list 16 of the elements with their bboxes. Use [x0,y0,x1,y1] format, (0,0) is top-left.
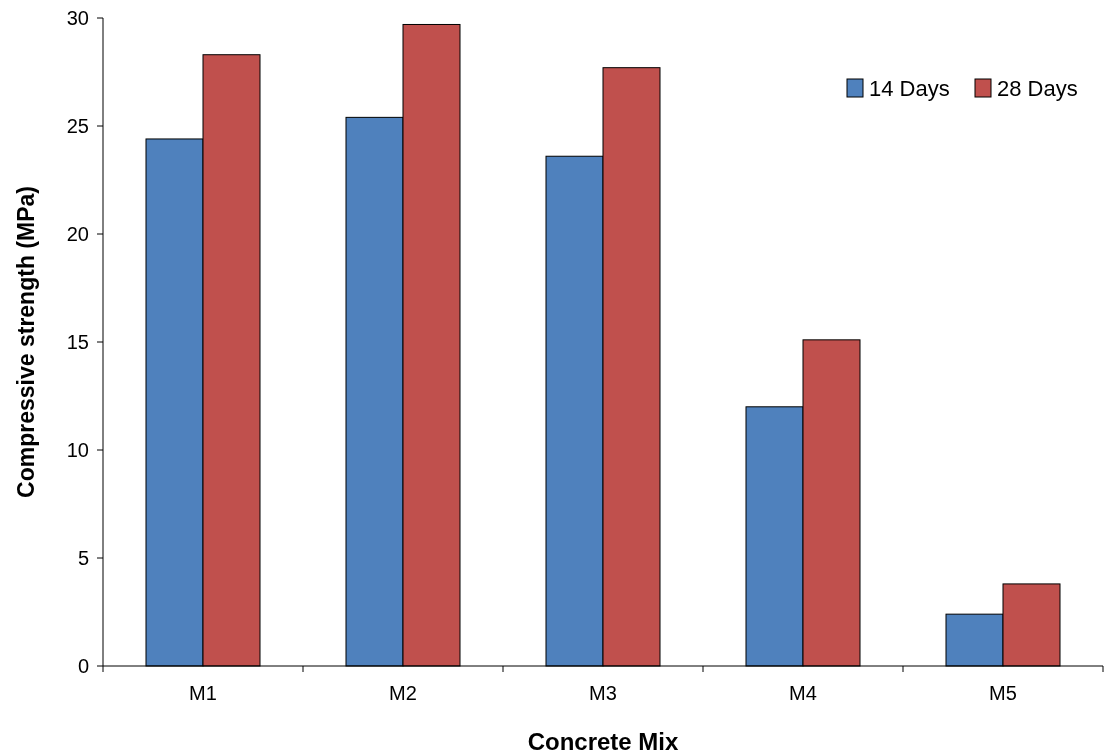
y-tick-label: 0 [77,655,89,677]
y-tick-label: 20 [66,223,89,245]
legend-label: 14 Days [869,75,950,101]
x-tick-label: M4 [789,682,817,704]
x-tick-label: M1 [189,682,217,704]
x-tick-label: M3 [589,682,617,704]
x-tick-label: M5 [989,682,1017,704]
y-tick-label: 25 [66,115,89,137]
y-tick-label: 15 [66,331,89,353]
y-tick-label: 30 [66,7,89,29]
x-tick-label: M2 [389,682,417,704]
x-axis-title: Concrete Mix [527,728,679,755]
y-tick-label: 5 [77,547,89,569]
y-tick-label: 10 [66,439,89,461]
legend-label: 28 Days [997,75,1078,101]
y-axis-title: Compressive strength (MPa) [13,186,39,498]
